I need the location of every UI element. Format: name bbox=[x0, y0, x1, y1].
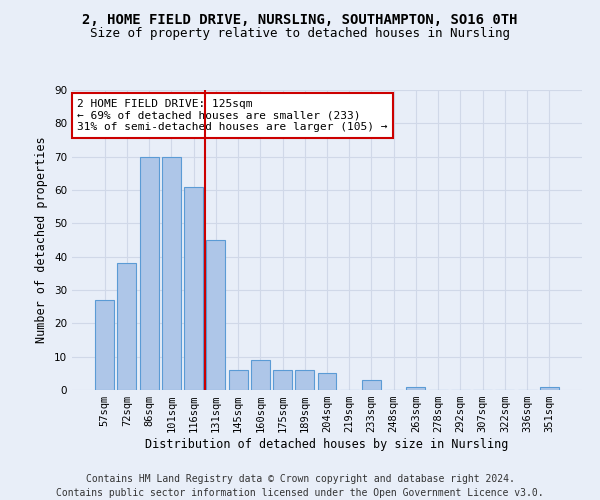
Bar bbox=[251, 360, 270, 390]
X-axis label: Distribution of detached houses by size in Nursling: Distribution of detached houses by size … bbox=[145, 438, 509, 451]
Bar bbox=[162, 156, 181, 390]
Text: Contains HM Land Registry data © Crown copyright and database right 2024.
Contai: Contains HM Land Registry data © Crown c… bbox=[56, 474, 544, 498]
Bar bbox=[295, 370, 314, 390]
Bar bbox=[95, 300, 114, 390]
Bar bbox=[206, 240, 225, 390]
Bar bbox=[118, 264, 136, 390]
Y-axis label: Number of detached properties: Number of detached properties bbox=[35, 136, 49, 344]
Bar bbox=[140, 156, 158, 390]
Bar bbox=[406, 386, 425, 390]
Bar bbox=[362, 380, 381, 390]
Text: Size of property relative to detached houses in Nursling: Size of property relative to detached ho… bbox=[90, 28, 510, 40]
Bar bbox=[317, 374, 337, 390]
Bar bbox=[273, 370, 292, 390]
Bar bbox=[184, 186, 203, 390]
Bar bbox=[229, 370, 248, 390]
Text: 2, HOME FIELD DRIVE, NURSLING, SOUTHAMPTON, SO16 0TH: 2, HOME FIELD DRIVE, NURSLING, SOUTHAMPT… bbox=[82, 12, 518, 26]
Text: 2 HOME FIELD DRIVE: 125sqm
← 69% of detached houses are smaller (233)
31% of sem: 2 HOME FIELD DRIVE: 125sqm ← 69% of deta… bbox=[77, 99, 388, 132]
Bar bbox=[540, 386, 559, 390]
